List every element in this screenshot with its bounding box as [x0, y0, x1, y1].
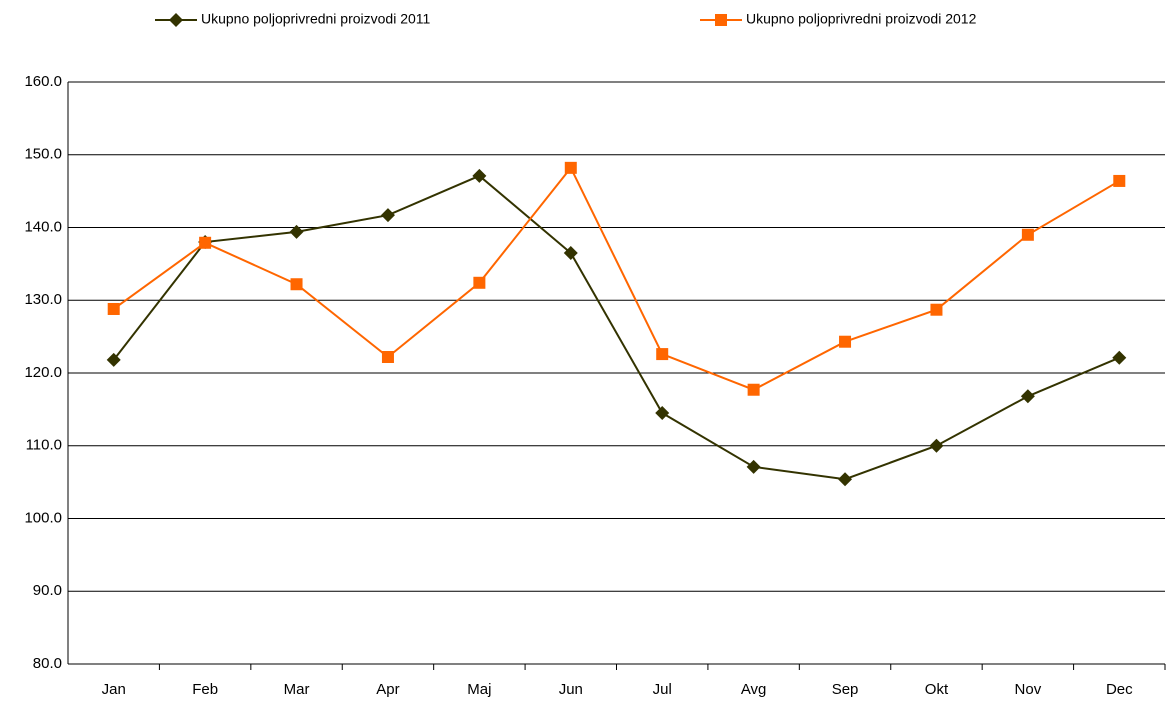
x-tick-label: Maj	[467, 681, 491, 698]
x-tick-label: Jan	[102, 681, 126, 698]
marker	[564, 161, 577, 174]
marker	[746, 459, 761, 474]
x-tick-label: Apr	[376, 681, 399, 698]
marker	[715, 14, 727, 26]
marker	[656, 348, 669, 361]
series-line	[112, 174, 1120, 481]
marker	[473, 276, 486, 289]
marker	[655, 406, 670, 421]
x-tick-label: Jul	[653, 681, 672, 698]
legend-item: Ukupno poljoprivredni proizvodi 2011	[155, 11, 431, 27]
marker	[1113, 174, 1126, 187]
y-tick-label: 90.0	[33, 582, 62, 599]
x-tick-label: Dec	[1106, 681, 1133, 698]
x-tick-label: Jun	[559, 681, 583, 698]
y-tick-label: 120.0	[24, 364, 62, 381]
marker	[1021, 228, 1034, 241]
x-tick-label: Mar	[284, 681, 310, 698]
y-tick-label: 130.0	[24, 291, 62, 308]
marker	[747, 383, 760, 396]
marker	[1020, 389, 1035, 404]
x-tick-label: Okt	[925, 681, 949, 698]
marker	[839, 335, 852, 348]
y-tick-label: 110.0	[26, 437, 62, 454]
marker	[381, 350, 394, 363]
y-tick-label: 150.0	[24, 146, 62, 163]
marker	[169, 13, 183, 27]
marker	[199, 236, 212, 249]
x-tick-label: Feb	[192, 681, 218, 698]
marker	[1112, 350, 1127, 365]
y-tick-label: 160.0	[24, 73, 62, 90]
legend-label: Ukupno poljoprivredni proizvodi 2011	[201, 11, 431, 27]
marker	[929, 438, 944, 453]
x-tick-label: Nov	[1015, 681, 1042, 698]
series-line	[113, 165, 1120, 391]
marker	[290, 278, 303, 291]
marker	[930, 303, 943, 316]
y-tick-label: 80.0	[33, 655, 62, 672]
y-tick-label: 100.0	[24, 509, 62, 526]
marker	[380, 208, 395, 223]
legend-label: Ukupno poljoprivredni proizvodi 2012	[746, 11, 977, 27]
x-tick-label: Sep	[832, 681, 859, 698]
marker	[472, 168, 487, 183]
y-tick-label: 140.0	[24, 218, 62, 235]
marker	[563, 245, 578, 260]
marker	[838, 472, 853, 487]
legend-item: Ukupno poljoprivredni proizvodi 2012	[700, 11, 977, 27]
marker	[106, 352, 121, 367]
marker	[289, 224, 304, 239]
x-tick-label: Avg	[741, 681, 767, 698]
marker	[107, 302, 120, 315]
